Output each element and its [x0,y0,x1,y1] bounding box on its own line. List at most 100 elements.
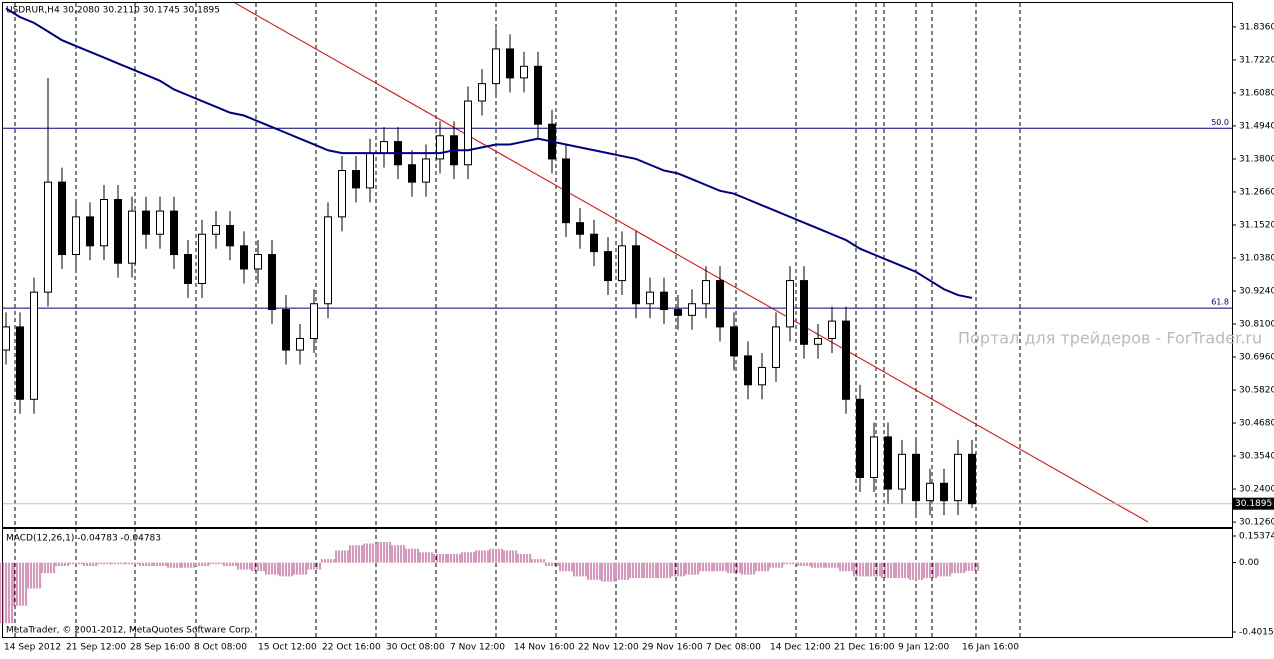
candle-body [30,291,38,400]
period-separators [14,3,1021,637]
candle-body [870,436,878,478]
candle-body [772,326,780,368]
y-tick-label: 31.4940 [1239,121,1274,131]
candle-body [212,225,220,235]
x-tick-label: 14 Dec 12:00 [770,643,831,653]
candle-body [436,135,444,160]
candle-body [296,337,304,351]
last-price-label: 30.1895 [1235,499,1272,509]
candle-body [478,83,486,102]
candle-body [506,48,514,79]
candle-body [940,482,948,502]
fibo-level-label: 50.0 [1211,118,1229,127]
x-tick-label: 29 Nov 16:00 [642,643,703,653]
x-tick-label: 21 Dec 16:00 [834,643,895,653]
candle-body [16,326,24,400]
candle-body [198,233,206,284]
chart-title: USDRUR,H4 30.2080 30.2110 30.1745 30.189… [6,6,220,16]
x-tick-label: 15 Oct 12:00 [258,643,317,653]
candle-body [534,65,542,125]
watermark: Портал для трейдеров - ForTrader.ru [958,329,1262,348]
candle-body [58,181,66,256]
candle-body [702,280,710,305]
candle-body [744,355,752,386]
candle-body [366,152,374,189]
x-tick-label: 14 Nov 16:00 [514,643,575,653]
candle-body [44,181,52,293]
macd-pane [2,528,1233,638]
x-tick-label: 7 Nov 12:00 [450,643,505,653]
candle-body [422,158,430,183]
candle-body [156,210,164,235]
y-tick-label: 30.3540 [1239,452,1274,462]
candle-body [660,291,668,311]
x-tick-label: 8 Oct 08:00 [194,643,247,653]
x-tick-label: 14 Sep 2012 [4,643,61,653]
candle-body [114,198,122,264]
moving-average [5,7,973,299]
y-tick-label: 30.2400 [1239,485,1274,495]
y-tick-label: 31.8360 [1239,22,1274,32]
candle-body [562,158,570,224]
candle-body [268,254,276,311]
candle-body [520,65,528,79]
y-tick-label: 31.2660 [1239,187,1274,197]
candle-body [954,453,962,502]
y-tick-label: 31.3800 [1239,154,1274,164]
candle-body [912,453,920,502]
candle-body [716,280,724,328]
candle-body [282,309,290,351]
candle-body [100,198,108,247]
candle-body [856,398,864,478]
candle-body [240,245,248,270]
x-tick-label: 16 Jan 16:00 [962,643,1019,653]
candle-body [814,337,822,345]
y-tick-label: 31.0380 [1239,253,1274,263]
candle-body [688,303,696,316]
y-tick-label: 30.6960 [1239,353,1274,363]
candle-body [590,233,598,253]
candle-body [786,280,794,328]
candle-body [86,216,94,247]
y-tick-label: 30.4680 [1239,419,1274,429]
x-tick-label: 28 Sep 16:00 [130,643,190,653]
candle-body [842,320,850,400]
candle-body [338,170,346,218]
candle-body [800,280,808,345]
y-tick-label: 30.8100 [1239,320,1274,330]
candle-body [170,210,178,256]
macd-tick-label: -0.40154 [1239,628,1274,638]
macd-tick-label: 0.15374 [1239,532,1274,542]
y-tick-label: 31.1520 [1239,220,1274,230]
candle-body [646,291,654,305]
y-tick-label: 31.7220 [1239,55,1274,65]
fibo-level-label: 61.8 [1211,298,1229,307]
candle-body [2,326,10,351]
candle-body [926,482,934,502]
candle-body [968,453,976,505]
candle-body [408,164,416,183]
candle-body [324,216,332,305]
candle-body [352,170,360,189]
candle-body [142,210,150,235]
x-tick-label: 9 Jan 12:00 [898,643,950,653]
main-pane [2,2,1233,528]
y-tick-label: 31.6080 [1239,88,1274,98]
trendline [234,2,1149,523]
candle-body [72,216,80,256]
macd-tick-label: 0.00 [1239,558,1259,568]
x-tick-label: 22 Nov 12:00 [578,643,639,653]
candle-body [576,222,584,235]
x-tick-label: 7 Dec 08:00 [706,643,761,653]
candle-body [674,309,682,316]
y-tick-label: 30.9240 [1239,286,1274,296]
last-price-box [1232,497,1274,510]
candle-body [226,225,234,247]
candle-body [604,251,612,282]
candle-body [618,245,626,282]
macd-label: MACD(12,26,1) -0.04783 -0.04783 [6,534,161,544]
candle-body [828,320,836,339]
candle-body [758,366,766,386]
